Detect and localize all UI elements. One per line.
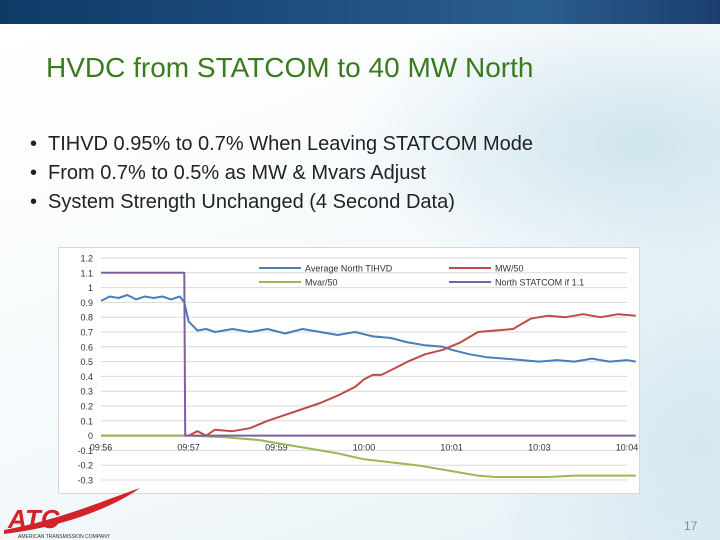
bullet-dot: •	[30, 162, 38, 184]
series-line	[101, 434, 636, 478]
logo-subtext: AMERICAN TRANSMISSION COMPANY	[18, 534, 111, 540]
series-line	[101, 313, 636, 437]
x-tick-label: 10:01	[440, 443, 463, 453]
legend-label: Mvar/50	[305, 278, 338, 288]
series-line	[100, 294, 636, 363]
x-tick-label: 09:57	[177, 443, 200, 453]
logo-swoosh	[4, 488, 140, 534]
y-tick-label: 0.9	[80, 298, 93, 308]
slide-number: 17	[684, 519, 698, 533]
y-tick-label: 1.2	[80, 254, 93, 264]
y-tick-label: 0.5	[80, 357, 93, 367]
y-tick-label: 0.3	[80, 387, 93, 397]
top-banner	[0, 0, 720, 24]
bullet-dot: •	[30, 191, 38, 213]
bullet-text: System Strength Unchanged (4 Second Data…	[48, 191, 455, 213]
bullet-text: TIHVD 0.95% to 0.7% When Leaving STATCOM…	[48, 133, 534, 155]
x-tick-label: 10:00	[353, 443, 376, 453]
x-tick-label: 10:04	[616, 443, 639, 453]
y-tick-label: 0.7	[80, 328, 93, 338]
slide-title: HVDC from STATCOM to 40 MW North	[46, 52, 534, 83]
bullet-text: From 0.7% to 0.5% as MW & Mvars Adjust	[48, 162, 426, 184]
y-tick-label: 0	[88, 431, 93, 441]
series-line	[101, 271, 636, 437]
legend-label: MW/50	[495, 264, 524, 274]
y-tick-label: 0.4	[80, 372, 93, 382]
legend-label: North STATCOM if 1.1	[495, 278, 584, 288]
y-tick-label: 0.8	[80, 313, 93, 323]
x-tick-label: 10:03	[528, 443, 551, 453]
y-tick-label: -0.2	[77, 461, 93, 471]
chart-svg: 1.2 1.1 1 0.9 0.8 0.7 0.6 0.5 0.4 0.3 0.2 0.1 0 -0.1 -…	[77, 254, 639, 486]
bullet-dot: •	[30, 133, 38, 155]
bullet-item: • From 0.7% to 0.5% as MW & Mvars Adjust	[30, 159, 533, 188]
y-tick-label: 0.6	[80, 342, 93, 352]
legend-label: Average North TIHVD	[305, 264, 393, 274]
y-tick-label: 0.1	[80, 416, 93, 426]
logo-text: ATC	[7, 504, 61, 534]
x-tick-label: 09:56	[90, 443, 113, 453]
y-tick-label: 1.1	[80, 268, 93, 278]
y-tick-label: -0.3	[77, 476, 93, 486]
atc-logo: ATC AMERICAN TRANSMISSION COMPANY	[4, 488, 140, 540]
y-tick-label: 1	[88, 283, 93, 293]
bullet-item: • System Strength Unchanged (4 Second Dat…	[30, 188, 533, 217]
y-tick-label: 0.2	[80, 402, 93, 412]
x-tick-label: 09:59	[265, 443, 288, 453]
line-chart: 1.2 1.1 1 0.9 0.8 0.7 0.6 0.5 0.4 0.3 0.2 0.1 0 -0.1 -…	[58, 247, 640, 494]
bullet-item: • TIHVD 0.95% to 0.7% When Leaving STATCO…	[30, 130, 533, 159]
y-tick-label: -0.1	[77, 446, 93, 456]
bullet-list: • TIHVD 0.95% to 0.7% When Leaving STATCO…	[30, 130, 533, 217]
